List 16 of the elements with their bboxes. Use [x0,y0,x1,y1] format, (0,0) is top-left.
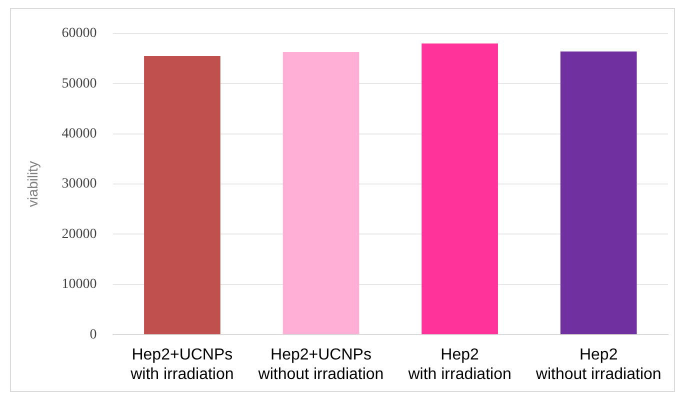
y-tick-label: 50000 [62,76,97,92]
y-tick-label: 30000 [62,176,97,192]
y-tick-label: 60000 [62,26,97,42]
bar [560,51,637,334]
y-tick-label: 40000 [62,126,97,142]
x-tick-label: Hep2+UCNPs without irradiation [257,346,384,383]
x-tick-label: Hep2+UCNPs with irradiation [130,346,234,383]
bar [422,43,498,334]
bar [144,56,220,334]
y-axis-title: viability [24,161,40,207]
y-tick-label: 20000 [62,226,97,242]
y-tick-label: 10000 [62,277,97,292]
x-tick-label: Hep2 with irradiation [407,346,512,383]
y-tick-label: 0 [90,327,97,342]
x-tick-label: Hep2 without irradiation [534,346,662,383]
bar [282,52,360,334]
